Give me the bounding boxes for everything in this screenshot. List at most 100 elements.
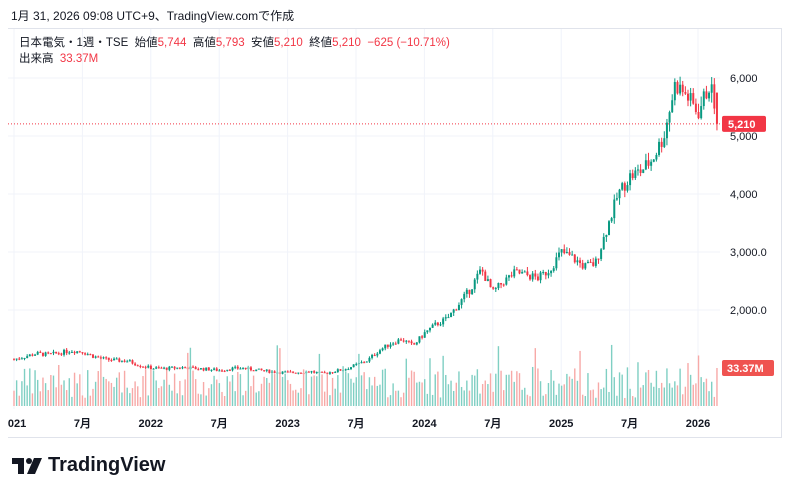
chart-panel[interactable]: 6,000 5,000 4,000 3,000.0 2,000.0 5,210 33.37M… bbox=[8, 28, 782, 438]
volume-bar bbox=[244, 390, 247, 406]
volume-bar bbox=[505, 374, 508, 406]
candle-body bbox=[455, 309, 458, 311]
candle-body bbox=[123, 360, 126, 362]
volume-bar bbox=[389, 395, 392, 406]
candle-body bbox=[415, 342, 418, 345]
candle-body bbox=[205, 367, 208, 371]
volume-bar bbox=[173, 373, 176, 406]
candle-body bbox=[507, 275, 510, 278]
volume-bar bbox=[400, 397, 402, 406]
candle-body bbox=[486, 279, 489, 281]
volume-bar bbox=[708, 391, 710, 406]
candle-body bbox=[292, 371, 295, 373]
candle-body bbox=[260, 368, 263, 371]
candle-body bbox=[344, 369, 347, 371]
candle-body bbox=[273, 371, 276, 373]
x-tick-label: 7月 bbox=[74, 417, 91, 430]
candle-body bbox=[15, 358, 18, 360]
volume-bar bbox=[700, 377, 702, 406]
volume-bar bbox=[366, 389, 368, 406]
volume-bar bbox=[252, 375, 255, 406]
tradingview-logo[interactable]: TradingView bbox=[12, 454, 165, 477]
volume-bar bbox=[468, 390, 471, 406]
price-chart[interactable]: 6,000 5,000 4,000 3,000.0 2,000.0 5,210 33.37M… bbox=[8, 29, 781, 437]
chart-caption: 1月 31, 2026 09:08 UTC+9、TradingView.comで… bbox=[11, 9, 295, 23]
volume-bar bbox=[134, 381, 136, 406]
candle-body bbox=[194, 367, 197, 370]
volume-bar bbox=[92, 388, 94, 406]
volume-bar bbox=[518, 373, 521, 406]
candle-body bbox=[494, 288, 497, 290]
candle-body bbox=[557, 252, 560, 258]
candle-body bbox=[613, 199, 616, 219]
candle-body bbox=[102, 357, 105, 359]
volume-bar bbox=[558, 383, 560, 406]
candle-body bbox=[13, 359, 15, 361]
candle-body bbox=[68, 352, 71, 354]
candle-body bbox=[76, 351, 79, 354]
candle-body bbox=[63, 349, 66, 355]
candle-body bbox=[347, 369, 350, 371]
volume-bar bbox=[613, 377, 615, 406]
volume-bar bbox=[355, 377, 357, 406]
volume-bar bbox=[632, 396, 634, 406]
candle-body bbox=[149, 365, 152, 370]
candle-body bbox=[160, 367, 163, 369]
volume-bar bbox=[495, 373, 497, 406]
candle-body bbox=[489, 279, 492, 288]
candle-body bbox=[28, 354, 31, 357]
candle-body bbox=[323, 372, 326, 374]
candle-body bbox=[152, 368, 155, 370]
volume-bar bbox=[463, 390, 465, 406]
volume-value: 33.37M bbox=[59, 53, 99, 65]
volume-bar bbox=[524, 387, 526, 406]
volume-bar bbox=[102, 376, 105, 406]
volume-bar bbox=[679, 368, 681, 406]
volume-bar bbox=[158, 387, 160, 406]
volume-bar bbox=[289, 383, 292, 406]
candle-body bbox=[513, 269, 516, 277]
volume-bar bbox=[434, 374, 436, 406]
x-tick-label: 2024 bbox=[412, 418, 437, 430]
low-label: 安値 bbox=[251, 37, 274, 49]
candle-body bbox=[97, 356, 100, 358]
candle-body bbox=[168, 366, 171, 370]
volume-bar bbox=[710, 381, 713, 406]
candle-body bbox=[365, 361, 368, 363]
candle-body bbox=[215, 368, 218, 371]
x-tick-label: 2023 bbox=[275, 418, 299, 430]
candle-body bbox=[144, 366, 147, 368]
candle-body bbox=[400, 339, 403, 341]
volume-bar bbox=[695, 383, 697, 406]
volume-bar bbox=[81, 395, 84, 406]
volume-bar bbox=[260, 383, 263, 406]
volume-bar bbox=[487, 384, 489, 406]
candle-body bbox=[708, 92, 711, 99]
candle-body bbox=[573, 254, 576, 263]
volume-bar bbox=[608, 391, 610, 406]
candle-body bbox=[36, 351, 39, 355]
symbol-name[interactable]: 日本電気・1週・TSE bbox=[19, 37, 129, 49]
volume-bar bbox=[634, 397, 637, 406]
candle-body bbox=[521, 272, 524, 274]
candle-body bbox=[563, 249, 566, 254]
volume-bar bbox=[413, 371, 415, 406]
volume-bar bbox=[579, 350, 581, 406]
volume-bar bbox=[137, 386, 139, 406]
volume-bar bbox=[273, 374, 276, 406]
candle-body bbox=[181, 367, 184, 369]
candle-body bbox=[136, 365, 139, 367]
volume-bar bbox=[118, 372, 121, 406]
volume-bar bbox=[447, 384, 450, 406]
candle-body bbox=[368, 357, 371, 362]
volume-bar bbox=[489, 373, 492, 406]
volume-bar bbox=[597, 382, 600, 406]
candle-body bbox=[394, 343, 397, 345]
candle-body bbox=[555, 257, 558, 269]
volume-bar bbox=[629, 388, 631, 406]
candle-body bbox=[47, 352, 50, 354]
volume-bar bbox=[52, 375, 55, 406]
volume-bar bbox=[387, 397, 389, 406]
candle-body bbox=[610, 218, 613, 222]
candle-body bbox=[355, 363, 358, 365]
